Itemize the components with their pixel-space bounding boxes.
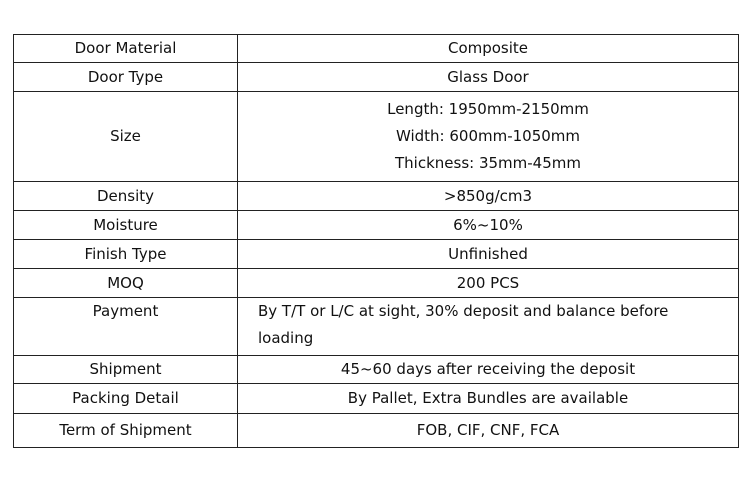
table-row: Term of Shipment FOB, CIF, CNF, FCA [13,413,739,448]
table-row: Finish Type Unfinished [13,239,739,269]
row-value: 200 PCS [237,268,739,298]
row-value: FOB, CIF, CNF, FCA [237,413,739,448]
row-label: Finish Type [13,239,238,269]
table-row: Door Type Glass Door [13,62,739,92]
table-row: Size Length: 1950mm-2150mm Width: 600mm-… [13,91,739,182]
row-label: Shipment [13,355,238,384]
row-label: Door Type [13,62,238,92]
table-row: Door Material Composite [13,34,739,63]
row-label: Moisture [13,210,238,240]
size-length: Length: 1950mm-2150mm [387,100,589,118]
table-row: Shipment 45~60 days after receiving the … [13,355,739,384]
size-thickness: Thickness: 35mm-45mm [395,154,581,172]
row-label: Payment [13,297,238,356]
table-row: Packing Detail By Pallet, Extra Bundles … [13,383,739,414]
product-spec-table: Door Material Composite Door Type Glass … [13,34,739,448]
row-value: 45~60 days after receiving the deposit [237,355,739,384]
table-row: Payment By T/T or L/C at sight, 30% depo… [13,297,739,356]
row-label: Door Material [13,34,238,63]
row-value: 6%~10% [237,210,739,240]
size-width: Width: 600mm-1050mm [395,127,581,145]
row-value: Glass Door [237,62,739,92]
row-value: Unfinished [237,239,739,269]
row-label: Packing Detail [13,383,238,414]
table-row: Density >850g/cm3 [13,181,739,211]
row-value: By Pallet, Extra Bundles are available [237,383,739,414]
row-value: By T/T or L/C at sight, 30% deposit and … [237,297,739,356]
row-value: >850g/cm3 [237,181,739,211]
table-row: MOQ 200 PCS [13,268,739,298]
row-label: Size [13,91,238,182]
row-value: Length: 1950mm-2150mm Width: 600mm-1050m… [237,91,739,182]
table-row: Moisture 6%~10% [13,210,739,240]
row-label: Term of Shipment [13,413,238,448]
row-value: Composite [237,34,739,63]
row-label: MOQ [13,268,238,298]
row-label: Density [13,181,238,211]
